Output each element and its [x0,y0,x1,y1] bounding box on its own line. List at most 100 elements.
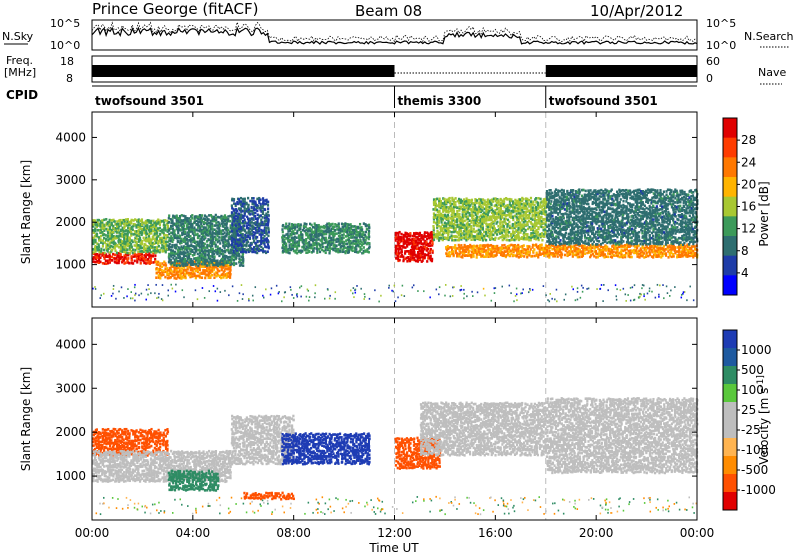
data-cell [106,231,110,235]
data-cell [186,264,189,268]
data-cell [323,230,326,233]
data-cell [122,230,125,233]
data-cell [125,229,128,232]
data-cell [229,214,232,218]
data-cell [254,231,257,235]
data-cell [258,222,261,226]
data-cell [398,252,401,255]
data-cell [450,222,453,226]
data-cell [231,219,234,223]
data-cell [162,246,165,250]
data-cell [220,268,223,272]
data-cell [200,222,203,226]
data-cell [506,238,509,242]
data-cell [478,201,481,205]
data-cell [531,223,534,226]
data-cell [233,256,236,259]
data-cell [469,232,472,235]
data-cell [121,245,124,249]
data-cell [318,250,322,254]
data-cell [198,254,201,258]
data-cell [171,224,174,228]
data-cell [160,274,163,277]
data-cell [296,229,299,233]
data-cell [265,219,268,223]
data-cell [188,258,191,261]
data-cell [523,217,526,221]
data-cell [254,214,257,218]
data-cell [121,247,125,251]
data-cell [256,221,259,224]
data-cell [460,233,463,236]
data-cell [104,259,107,263]
data-cell [323,238,326,242]
data-cell [218,236,221,239]
data-cell [471,234,474,237]
data-cell [151,236,154,239]
data-cell [459,216,462,219]
data-cell [440,214,443,218]
data-cell [159,229,162,233]
data-cell [132,219,135,222]
data-cell [522,210,525,214]
data-cell [485,210,488,214]
data-cell [427,247,430,251]
data-cell [191,217,194,220]
data-cell [123,242,126,246]
data-cell [113,244,117,248]
data-cell [236,229,239,233]
data-cell [158,248,162,252]
data-cell [439,199,443,203]
data-cell [281,234,285,237]
data-cell [476,223,479,227]
data-cell [150,229,153,233]
data-cell [186,220,189,223]
data-cell [241,256,245,259]
data-cell [462,198,466,201]
data-cell [125,232,128,236]
data-cell [409,232,412,235]
data-cell [115,256,118,260]
data-cell [396,241,399,244]
data-cell [348,232,351,235]
data-cell [321,231,324,234]
data-cell [517,209,520,213]
data-cell [253,233,256,237]
data-cell [171,250,175,254]
data-cell [150,232,153,235]
data-cell [414,253,417,257]
data-cell [267,240,270,244]
data-cell [176,260,180,263]
data-cell [225,224,228,227]
data-cell [162,245,165,248]
data-cell [397,249,400,253]
data-cell [155,222,158,225]
data-cell [186,223,189,226]
data-cell [238,243,241,247]
data-cell [468,223,471,226]
data-cell [159,241,162,245]
data-cell [236,221,239,225]
data-cell [230,239,233,243]
data-cell [125,254,128,257]
data-cell [190,271,193,275]
data-cell [234,236,237,240]
data-cell [478,210,481,214]
data-cell [199,228,202,231]
data-cell [348,245,351,249]
data-cell [151,229,155,233]
data-cell [503,219,506,222]
data-cell [186,234,189,237]
data-cell [506,223,509,226]
data-cell [184,242,187,245]
data-cell [505,207,508,211]
data-cell [423,241,426,244]
data-cell [328,226,331,230]
data-cell [115,230,118,234]
data-cell [161,230,164,234]
data-cell [333,243,336,247]
data-cell [463,207,466,211]
data-cell [168,232,171,236]
data-cell [351,242,355,245]
data-cell [175,220,178,223]
